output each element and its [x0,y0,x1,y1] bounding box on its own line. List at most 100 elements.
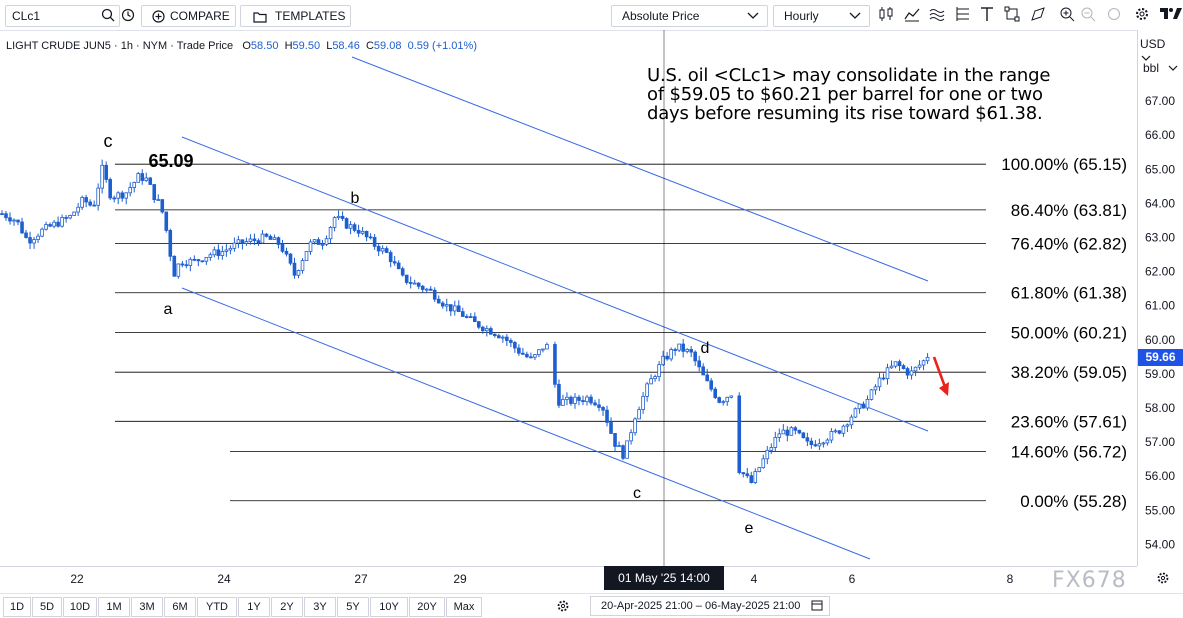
candle [881,373,886,381]
candle [168,228,173,262]
candle [364,230,369,242]
range-button-2y[interactable]: 2Y [271,597,303,617]
price-chart[interactable]: 100.00% (65.15) 86.40% (63.81) 76.40% (62.… [0,30,1137,566]
candle [56,216,60,228]
candle [180,261,185,268]
candle [324,235,329,247]
candles-style-icon[interactable] [878,6,896,24]
candle [316,237,321,245]
watermark-logo: FX678 [1052,568,1127,593]
candle [577,394,581,406]
wave-icon[interactable] [929,6,947,24]
candle [392,255,397,266]
candle [529,352,533,359]
range-button-ytd[interactable]: YTD [197,597,237,617]
compare-button[interactable]: COMPARE [141,5,236,27]
candle [176,263,181,279]
candle [597,398,601,412]
y-tick-label: 54.00 [1145,537,1175,551]
candle [44,221,48,231]
range-button-10d[interactable]: 10D [63,597,97,617]
shape-tool-icon[interactable] [1004,6,1022,24]
candle [641,392,645,414]
range-button-20y[interactable]: 20Y [409,597,445,617]
currency-select[interactable]: USD [1140,37,1176,61]
zoom-in-icon[interactable] [1059,6,1077,24]
candle [817,438,822,451]
legend-close-label: C [365,40,374,52]
candle [521,347,525,355]
candle [148,176,153,185]
templates-button[interactable]: TEMPLATES [240,5,351,27]
y-tick-label: 56.00 [1145,469,1175,483]
candle [829,428,834,444]
range-button-10y[interactable]: 10Y [370,597,408,617]
axis-settings-gear-icon[interactable] [1156,571,1170,590]
headline-line-2: of $59.05 to $60.21 per barrel for one o… [647,84,1043,105]
text-tool-icon[interactable] [979,6,997,24]
candle [64,214,68,223]
candle [617,441,621,448]
candle [92,200,96,207]
candle [865,395,870,411]
wave-label: c [633,485,641,502]
interval-select[interactable]: Hourly [773,5,870,27]
candle [781,424,786,435]
brush-tool-icon[interactable] [1030,6,1048,24]
time-axis[interactable]: 22 24 27 29 4 6 8 [0,566,1137,593]
candle [789,426,794,436]
unit-select[interactable]: bbl [1143,61,1178,75]
candle [0,210,4,216]
candle [264,233,269,238]
range-button-5y[interactable]: 5Y [337,597,369,617]
price-axis[interactable]: 54.00 55.00 56.00 57.00 58.00 59.00 61.00 62.00… [1137,30,1183,566]
candle [360,227,365,235]
candle [857,403,862,414]
candle [605,405,609,427]
y-tick-label: 59.00 [1145,367,1175,381]
candle [677,343,681,353]
crosshair-date-tag: 01 May '25 14:00 [604,566,724,590]
wave-label: 65.09 [148,151,193,171]
range-button-6m[interactable]: 6M [164,597,196,617]
fib-levels-icon[interactable] [954,6,972,24]
current-price-tag: 59.66 [1138,349,1183,366]
indicators-icon[interactable] [904,6,922,24]
price-type-value: Absolute Price [622,9,700,23]
range-button-5d[interactable]: 5D [32,597,62,617]
date-range-value: 20-Apr-2025 21:00 – 06-May-2025 21:00 [601,600,801,612]
range-button-1m[interactable]: 1M [98,597,130,617]
candle [420,284,425,293]
range-button-3m[interactable]: 3M [131,597,163,617]
candle [204,257,209,265]
candle [320,239,325,250]
candle [216,244,221,260]
candle [100,159,104,194]
candle [292,257,297,279]
settings-gear-icon[interactable] [1134,6,1152,24]
candle [356,224,361,238]
candle [793,426,798,435]
candle [513,340,517,353]
range-button-1d[interactable]: 1D [3,597,31,617]
candle [112,195,116,203]
range-button-max[interactable]: Max [446,597,482,617]
candle [889,360,894,369]
history-icon[interactable] [121,8,135,27]
price-type-select[interactable]: Absolute Price [611,5,768,27]
date-range-picker[interactable]: 20-Apr-2025 21:00 – 06-May-2025 21:00 [590,596,830,616]
candle [917,360,922,370]
calendar-icon [811,599,823,617]
candle [248,234,253,245]
candle [260,230,265,244]
candle [416,282,421,290]
candle [208,252,213,261]
range-settings-gear-icon[interactable] [556,599,570,618]
range-button-1y[interactable]: 1Y [238,597,270,617]
search-icon[interactable] [101,8,115,25]
reset-icon[interactable] [1106,6,1124,24]
symbol-search-field[interactable]: CLc1 [5,5,120,27]
range-button-3y[interactable]: 3Y [304,597,336,617]
candle [400,266,405,277]
zoom-out-icon[interactable] [1080,6,1098,24]
